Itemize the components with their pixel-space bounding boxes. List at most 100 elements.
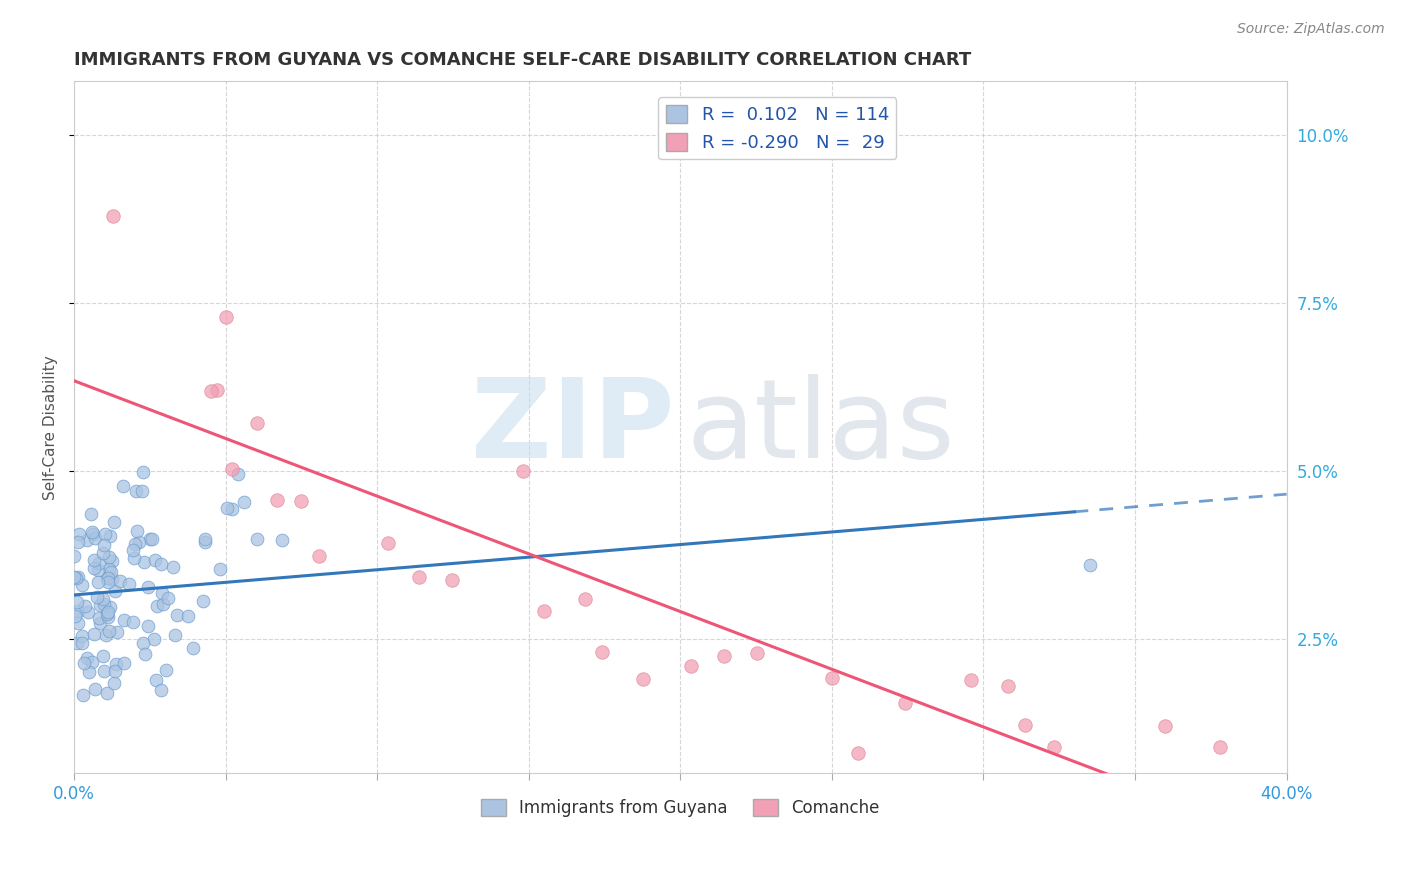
Point	[73, 656, 96, 670]
Point	[194, 532, 217, 546]
Point	[245, 416, 267, 430]
Point	[820, 671, 842, 685]
Point	[89, 556, 111, 570]
Point	[97, 605, 120, 619]
Point	[77, 605, 100, 619]
Point	[591, 645, 613, 659]
Point	[66, 570, 89, 584]
Point	[200, 384, 222, 398]
Point	[631, 672, 654, 686]
Point	[93, 597, 115, 611]
Point	[221, 501, 243, 516]
Point	[128, 535, 150, 549]
Point	[747, 646, 769, 660]
Point	[76, 533, 98, 547]
Point	[1078, 558, 1101, 573]
Point	[82, 526, 104, 541]
Point	[125, 524, 148, 538]
Point	[139, 533, 162, 547]
Point	[100, 566, 122, 580]
Point	[163, 628, 186, 642]
Point	[150, 586, 173, 600]
Y-axis label: Self-Care Disability: Self-Care Disability	[44, 355, 58, 500]
Point	[72, 688, 94, 702]
Point	[100, 529, 122, 543]
Point	[574, 592, 596, 607]
Point	[105, 657, 128, 672]
Legend: Immigrants from Guyana, Comanche: Immigrants from Guyana, Comanche	[474, 792, 886, 824]
Text: atlas: atlas	[686, 374, 955, 481]
Point	[83, 553, 105, 567]
Point	[65, 609, 87, 624]
Point	[408, 570, 430, 584]
Point	[80, 507, 103, 521]
Point	[89, 598, 111, 612]
Point	[91, 648, 114, 663]
Point	[132, 636, 155, 650]
Point	[221, 462, 243, 476]
Point	[103, 209, 125, 223]
Point	[290, 493, 312, 508]
Point	[97, 561, 120, 575]
Point	[77, 665, 100, 679]
Point	[271, 533, 294, 547]
Point	[112, 613, 135, 627]
Point	[118, 577, 141, 591]
Point	[232, 495, 254, 509]
Point	[152, 597, 174, 611]
Point	[70, 578, 93, 592]
Point	[846, 746, 869, 760]
Point	[681, 659, 703, 673]
Point	[533, 603, 555, 617]
Point	[124, 550, 146, 565]
Point	[209, 562, 232, 576]
Text: IMMIGRANTS FROM GUYANA VS COMANCHE SELF-CARE DISABILITY CORRELATION CHART: IMMIGRANTS FROM GUYANA VS COMANCHE SELF-…	[75, 51, 972, 69]
Point	[441, 573, 464, 587]
Point	[1209, 739, 1232, 754]
Point	[1043, 739, 1066, 754]
Point	[131, 483, 153, 498]
Point	[110, 574, 132, 589]
Point	[103, 515, 125, 529]
Point	[83, 681, 105, 696]
Point	[112, 479, 135, 493]
Point	[145, 599, 167, 613]
Point	[86, 590, 108, 604]
Point	[89, 615, 111, 630]
Point	[162, 559, 184, 574]
Point	[141, 532, 163, 546]
Point	[67, 616, 90, 631]
Point	[266, 493, 288, 508]
Point	[93, 664, 115, 678]
Point	[893, 696, 915, 710]
Point	[93, 527, 115, 541]
Point	[177, 608, 200, 623]
Point	[103, 584, 125, 599]
Point	[132, 465, 155, 479]
Point	[107, 625, 129, 640]
Point	[96, 686, 118, 700]
Point	[101, 572, 124, 586]
Point	[155, 663, 177, 677]
Point	[94, 628, 117, 642]
Point	[145, 673, 167, 687]
Point	[98, 600, 121, 615]
Point	[96, 607, 118, 621]
Point	[1154, 719, 1177, 733]
Point	[166, 607, 188, 622]
Point	[96, 571, 118, 585]
Point	[1014, 717, 1036, 731]
Point	[143, 632, 166, 646]
Point	[83, 561, 105, 575]
Point	[226, 467, 249, 481]
Point	[87, 574, 110, 589]
Point	[70, 636, 93, 650]
Point	[308, 549, 330, 563]
Point	[103, 676, 125, 690]
Point	[193, 593, 215, 607]
Point	[87, 610, 110, 624]
Text: Source: ZipAtlas.com: Source: ZipAtlas.com	[1237, 22, 1385, 37]
Point	[134, 555, 156, 569]
Point	[87, 563, 110, 577]
Point	[80, 525, 103, 540]
